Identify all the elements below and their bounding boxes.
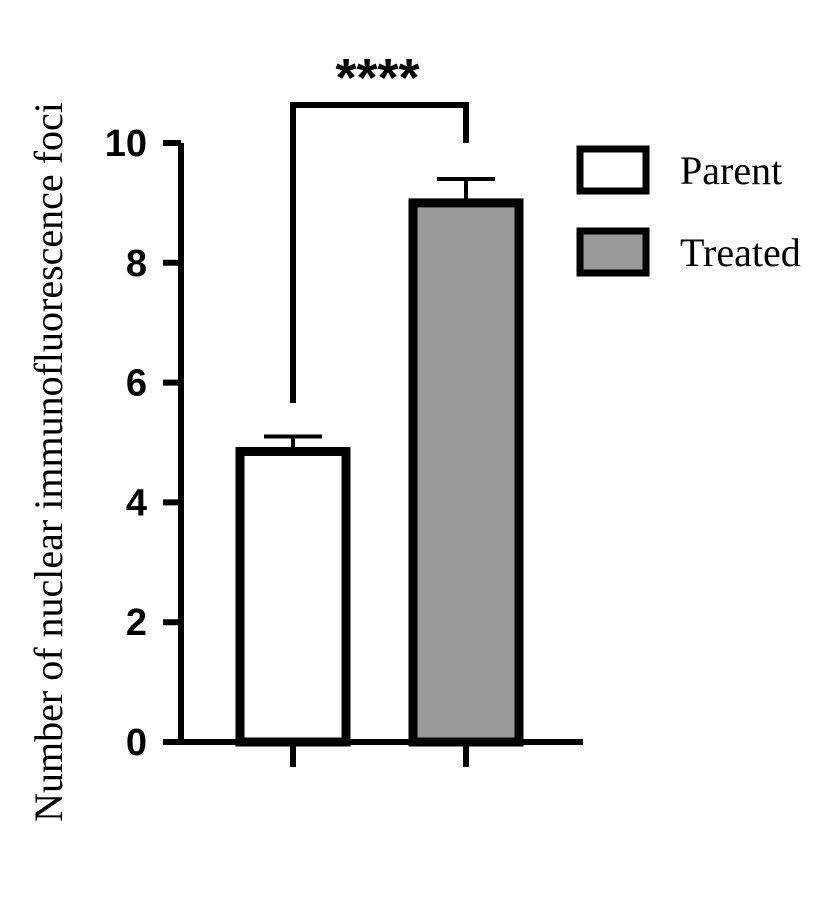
y-tick-label: 10 [105, 123, 147, 165]
legend-label-treated: Treated [680, 230, 801, 275]
legend-swatch-parent [576, 145, 650, 195]
legend-label-parent: Parent [680, 148, 782, 193]
y-tick-label: 2 [126, 602, 147, 644]
error-bars [264, 176, 495, 452]
y-tick-label: 6 [126, 363, 147, 405]
significance-bracket-line [290, 102, 469, 403]
y-tick-label: 4 [126, 482, 147, 524]
y-tick-label: 0 [126, 722, 147, 764]
bar-parent [235, 446, 351, 747]
y-tick-label: 8 [126, 243, 147, 285]
bars [235, 198, 524, 747]
significance-label: **** [335, 48, 419, 108]
bar-treated [408, 198, 524, 747]
y-axis-label: Number of nuclear immunofluorescence foc… [26, 102, 71, 822]
legend: Parent Treated [576, 145, 801, 277]
legend-swatch-treated [576, 227, 650, 277]
significance-bracket: **** [290, 48, 469, 403]
